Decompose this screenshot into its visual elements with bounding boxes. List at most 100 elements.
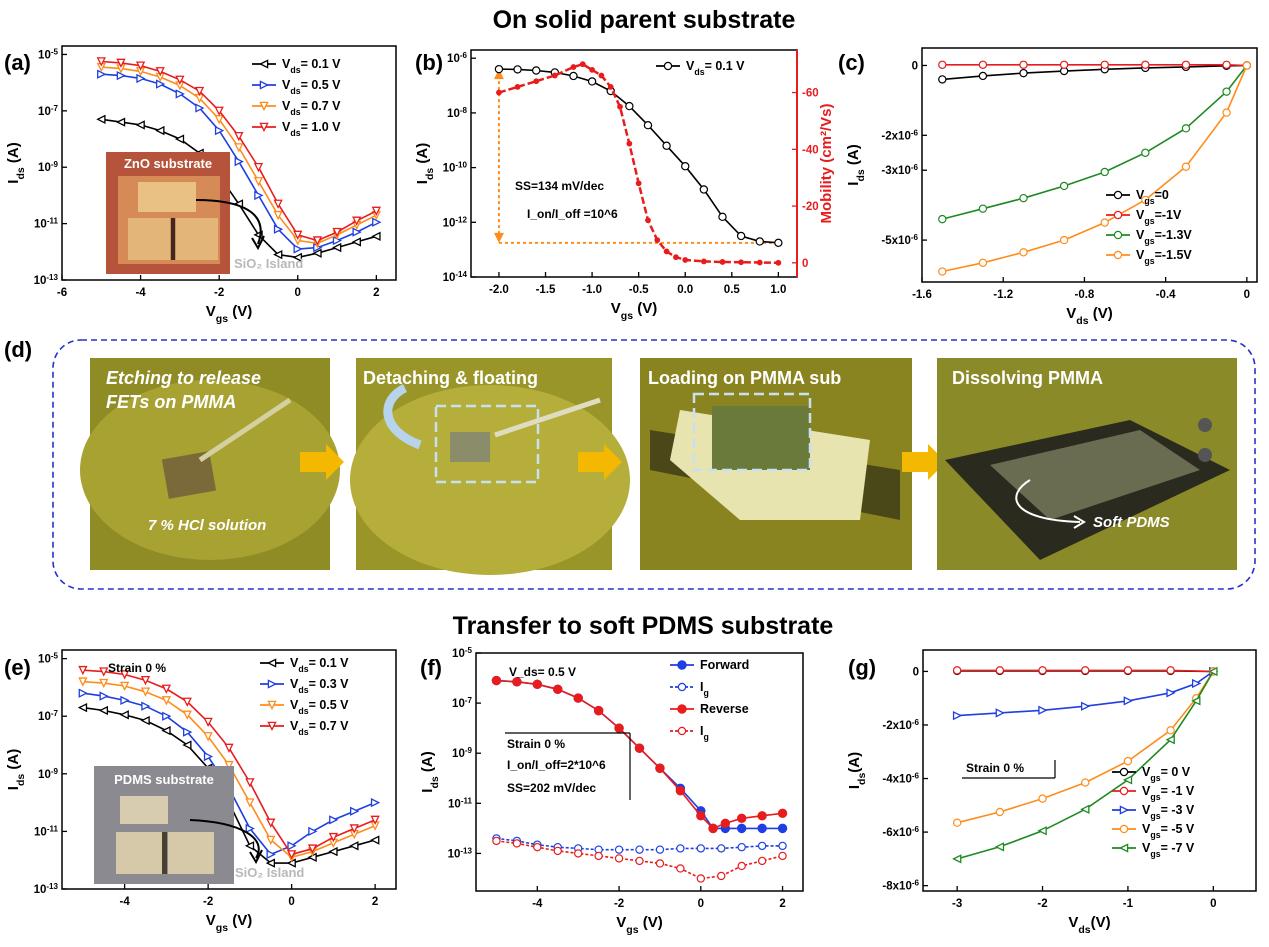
photo-loading-sample [712, 406, 810, 470]
data-point-e-2-5 [182, 710, 192, 720]
x-tick-label-c-0: -1.6 [912, 289, 932, 301]
data-point-f-3-5 [594, 851, 603, 861]
data-point-a-0-3 [155, 125, 165, 136]
data-point-f-3-12 [737, 861, 746, 871]
legend-label-a-1: Vds= 0.5 V [282, 78, 341, 96]
x-tick-label-f-3: 2 [779, 898, 785, 910]
plot-frame-e [61, 649, 397, 890]
data-point-e-1-12 [329, 815, 339, 825]
photo-detaching-box [434, 404, 540, 484]
process-frame [52, 339, 1256, 590]
legend-label-f-2: Reverse [700, 702, 749, 716]
data-point-f-2-4 [573, 693, 583, 703]
y-tick-label-c-1: -2x10-6 [881, 128, 918, 143]
legend-marker-c-2 [1113, 230, 1123, 240]
data-point-a-1-8 [254, 190, 264, 201]
data-point-a-3-8 [253, 162, 264, 173]
inset-title-e: PDMS substrate [114, 772, 214, 787]
data-point-f-0-13 [736, 823, 747, 834]
legend-marker-e-1 [267, 679, 278, 689]
inset-channel [171, 218, 175, 260]
data-point-f-0-14 [757, 823, 767, 834]
photo-etching-title: Etching to release [106, 368, 261, 388]
annotation-onoff-b: I_on/I_off =10^6 [527, 207, 618, 221]
data-point-c-0-2 [1019, 68, 1028, 78]
data-point-b-1-3 [551, 72, 558, 79]
y-right-tick-label-b-0: 0 [802, 258, 808, 270]
data-point-f-1-11 [717, 844, 726, 853]
inset-island-a: SiO₂ Island [234, 256, 303, 271]
data-point-a-1-0 [97, 69, 107, 79]
data-point-a-1-5 [195, 103, 205, 113]
data-point-b-1-6 [589, 66, 595, 73]
data-point-b-1-9 [617, 103, 623, 110]
data-point-c-1-5 [1141, 60, 1150, 69]
photo-dissolving-screw2 [1198, 448, 1212, 462]
data-point-a-0-2 [135, 120, 145, 130]
data-point-g-1-5 [1166, 666, 1175, 675]
data-point-a-3-7 [234, 131, 244, 142]
series-line-c-0 [942, 64, 1247, 81]
data-point-e-2-1 [99, 678, 109, 689]
legend-marker-c-0 [1113, 190, 1123, 200]
data-point-g-2-3 [1080, 701, 1091, 711]
data-point-a-2-7 [234, 143, 244, 153]
x-axis-label-e: Vgs (V) [206, 912, 252, 934]
inset-arrowhead-e [249, 849, 263, 865]
y-tick-label-g-3: -6x10-6 [882, 825, 919, 840]
x-tick-label-a-0: -6 [57, 287, 67, 299]
legend-marker-f-2 [677, 704, 687, 714]
data-point-e-0-3 [140, 715, 150, 726]
data-point-g-3-1 [995, 807, 1005, 817]
data-point-b-1-13 [654, 237, 661, 244]
data-point-e-3-13 [349, 824, 359, 834]
legend-marker-g-0 [1119, 767, 1129, 777]
data-point-c-1-3 [1059, 60, 1069, 69]
legend-label-g-2: Vgs= -3 V [1142, 803, 1195, 821]
data-point-e-2-7 [224, 760, 234, 771]
data-point-e-3-14 [370, 815, 380, 825]
data-point-c-3-8 [1242, 61, 1252, 70]
legend-marker-f-0 [677, 660, 687, 670]
series-line-g-3 [957, 670, 1214, 824]
data-point-f-2-5 [593, 705, 604, 716]
data-point-b-0-15 [774, 238, 783, 248]
data-point-e-0-4 [161, 725, 171, 736]
inset-pad-right-e [168, 832, 214, 874]
legend-marker-a-0 [258, 59, 269, 69]
data-point-g-3-3 [1081, 778, 1090, 787]
legend-marker-g-2 [1119, 805, 1130, 815]
y-tick-label-c-2: -3x10-6 [881, 163, 918, 178]
data-point-b-1-0 [496, 89, 502, 96]
data-point-f-3-4 [573, 849, 583, 858]
legend-label-e-0: Vds= 0.1 V [290, 656, 349, 674]
data-point-c-2-2 [1019, 193, 1028, 203]
photo-dissolving-arrow [1015, 479, 1081, 523]
data-point-b-0-8 [643, 121, 653, 130]
data-point-b-0-4 [569, 71, 578, 81]
x-tick-label-b-0: -2.0 [489, 284, 509, 296]
data-point-b-0-9 [662, 141, 671, 150]
data-point-b-1-19 [738, 259, 745, 266]
series-line-c-2 [942, 65, 1248, 220]
photo-dissolving: Dissolving PMMA Soft PDMS [937, 358, 1237, 570]
data-point-b-0-14 [755, 237, 764, 246]
data-point-f-3-3 [553, 846, 562, 856]
legend-marker-f-3 [677, 726, 687, 736]
data-point-e-0-9 [265, 858, 276, 868]
data-point-b-0-12 [718, 212, 727, 222]
data-point-a-1-10 [293, 244, 303, 254]
x-tick-label-f-2: 0 [698, 898, 704, 910]
photo-etching-caption: 7 % HCl solution [148, 517, 266, 534]
data-point-c-2-5 [1141, 148, 1150, 157]
panel-label-b: (b) [415, 50, 443, 75]
photo-etching-tweezer [198, 397, 292, 463]
inset-pdms-substrate: PDMS substrate SiO₂ Island [94, 766, 304, 884]
data-point-f-1-14 [778, 841, 787, 851]
x-tick-label-a-3: 0 [295, 287, 301, 299]
data-point-b-0-1 [513, 65, 522, 74]
x-tick-label-g-3: 0 [1210, 898, 1216, 910]
y-axis-label-b: Ids (A) [414, 143, 436, 184]
data-point-g-2-5 [1166, 688, 1176, 698]
y-tick-label-c-3: -5x10-6 [881, 233, 918, 248]
